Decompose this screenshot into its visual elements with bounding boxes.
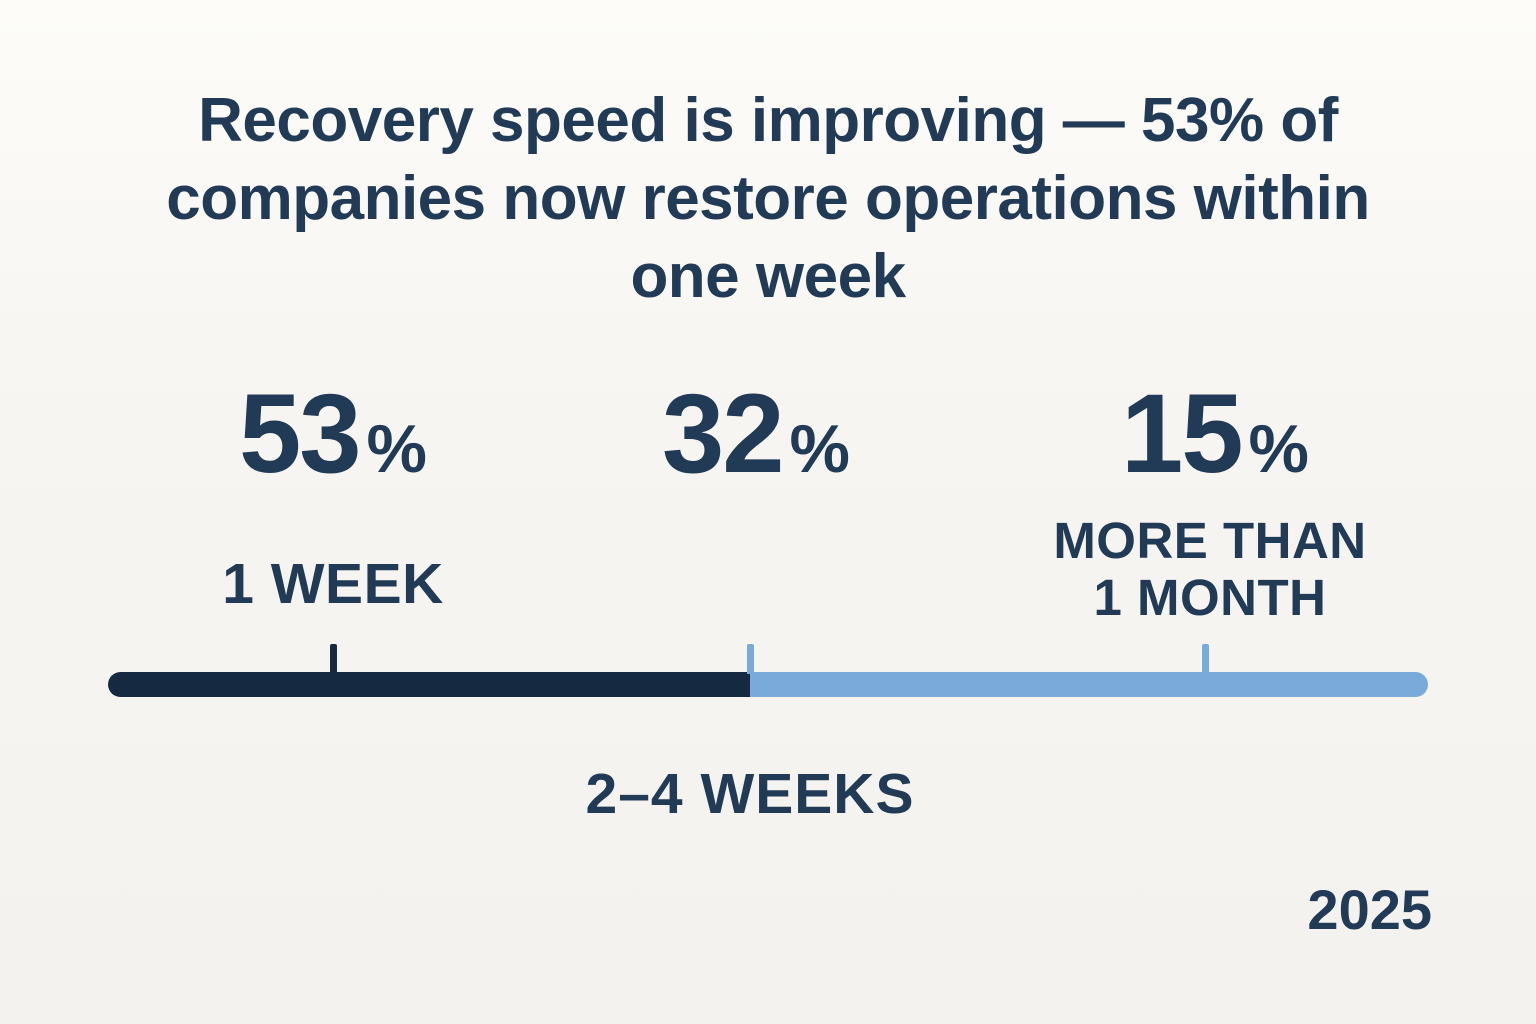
chart-title-line-3: one week <box>630 242 906 311</box>
percent-sign: % <box>366 411 428 487</box>
stat-number: 32 <box>661 371 785 496</box>
stat-value-over-1-month: 15% <box>1005 378 1425 505</box>
timeline-tick-1-week <box>329 644 337 674</box>
stat-value-2-4-weeks: 32% <box>546 378 966 505</box>
stat-value-1-week: 53% <box>123 378 543 505</box>
chart-title-line-2: companies now restore operations within <box>166 164 1370 233</box>
year-label: 2025 <box>1307 878 1432 941</box>
timeline-tick-2-4-weeks <box>746 644 754 674</box>
percent-sign: % <box>1248 411 1310 487</box>
timeline-segment-over-1-week <box>750 672 1428 697</box>
category-label-over-1-month: MORE THAN 1 MONTH <box>1010 512 1410 626</box>
category-label-2-4-weeks: 2–4 WEEKS <box>585 762 915 826</box>
timeline-bar <box>108 672 1428 697</box>
chart-title-line-1: Recovery speed is improving — 53% of <box>198 86 1338 155</box>
stat-number: 15 <box>1120 371 1244 496</box>
chart-title: Recovery speed is improving — 53% of com… <box>0 82 1536 316</box>
category-label-1-week: 1 WEEK <box>222 552 444 616</box>
stat-number: 53 <box>238 371 362 496</box>
category-label-line-1: MORE THAN <box>1053 512 1367 569</box>
category-label-line-2: 1 MONTH <box>1093 569 1327 626</box>
timeline-segment-within-1-week <box>108 672 750 697</box>
percent-sign: % <box>789 411 851 487</box>
timeline-tick-over-1-month <box>1201 644 1209 674</box>
